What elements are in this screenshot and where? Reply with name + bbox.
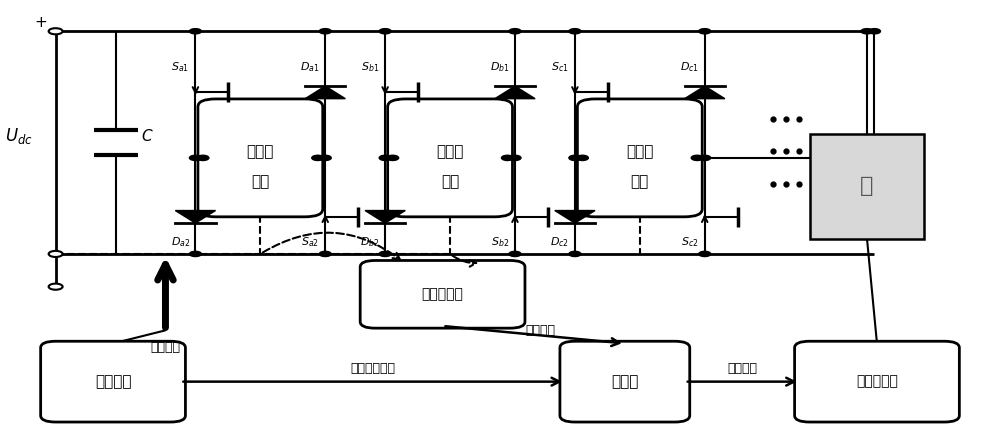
Circle shape xyxy=(699,155,711,160)
Text: 变绕组: 变绕组 xyxy=(626,144,653,159)
Text: $S_{a2}$: $S_{a2}$ xyxy=(301,236,319,250)
FancyBboxPatch shape xyxy=(360,261,525,328)
Polygon shape xyxy=(685,86,725,99)
Text: $D_{c2}$: $D_{c2}$ xyxy=(550,236,569,250)
Text: $D_{b1}$: $D_{b1}$ xyxy=(490,60,510,74)
Polygon shape xyxy=(175,211,216,223)
FancyBboxPatch shape xyxy=(41,341,185,422)
Text: $S_{a1}$: $S_{a1}$ xyxy=(171,60,189,74)
Circle shape xyxy=(501,155,513,160)
Text: $S_{c2}$: $S_{c2}$ xyxy=(681,236,698,250)
Circle shape xyxy=(319,251,331,257)
Circle shape xyxy=(197,155,209,160)
Text: 控制器: 控制器 xyxy=(611,374,639,389)
Circle shape xyxy=(691,155,703,160)
Text: $S_{b1}$: $S_{b1}$ xyxy=(361,60,379,74)
Circle shape xyxy=(868,28,880,34)
Circle shape xyxy=(387,155,399,160)
Text: $D_{a1}$: $D_{a1}$ xyxy=(300,60,320,74)
Text: $S_{b2}$: $S_{b2}$ xyxy=(491,236,509,250)
FancyBboxPatch shape xyxy=(560,341,690,422)
Circle shape xyxy=(699,28,711,34)
Circle shape xyxy=(49,28,63,34)
Circle shape xyxy=(509,155,521,160)
Circle shape xyxy=(189,155,201,160)
Circle shape xyxy=(379,155,391,160)
FancyBboxPatch shape xyxy=(388,99,512,217)
Text: $S_{c1}$: $S_{c1}$ xyxy=(551,60,569,74)
Circle shape xyxy=(569,251,581,257)
Circle shape xyxy=(189,28,201,34)
Text: +: + xyxy=(34,15,47,30)
Polygon shape xyxy=(305,86,345,99)
Polygon shape xyxy=(555,211,595,223)
Bar xyxy=(810,134,924,239)
Polygon shape xyxy=(495,86,535,99)
Text: 位置信号: 位置信号 xyxy=(727,362,757,375)
FancyBboxPatch shape xyxy=(198,99,323,217)
Text: $U_{dc}$: $U_{dc}$ xyxy=(5,126,33,146)
Circle shape xyxy=(312,155,324,160)
Circle shape xyxy=(509,28,521,34)
Text: $C$: $C$ xyxy=(141,128,154,144)
FancyBboxPatch shape xyxy=(577,99,702,217)
Text: $D_{b2}$: $D_{b2}$ xyxy=(360,236,380,250)
Text: 驱动模块: 驱动模块 xyxy=(95,374,131,389)
Circle shape xyxy=(576,155,588,160)
Circle shape xyxy=(49,251,63,257)
Text: 模块: 模块 xyxy=(251,174,269,189)
Circle shape xyxy=(189,251,201,257)
Text: 模块: 模块 xyxy=(631,174,649,189)
Circle shape xyxy=(699,251,711,257)
Text: $D_{a2}$: $D_{a2}$ xyxy=(171,236,190,250)
Text: 变绕组: 变绕组 xyxy=(436,144,464,159)
Circle shape xyxy=(861,28,873,34)
Circle shape xyxy=(319,155,331,160)
Polygon shape xyxy=(365,211,405,223)
Text: 驱动信号: 驱动信号 xyxy=(150,341,180,354)
Circle shape xyxy=(569,155,581,160)
Text: $D_{c1}$: $D_{c1}$ xyxy=(680,60,699,74)
Circle shape xyxy=(379,28,391,34)
Circle shape xyxy=(569,28,581,34)
Text: 🔄: 🔄 xyxy=(860,176,874,196)
Circle shape xyxy=(49,284,63,290)
Circle shape xyxy=(509,251,521,257)
Text: 驱动控制信号: 驱动控制信号 xyxy=(350,362,395,375)
Text: 电流传感器: 电流传感器 xyxy=(422,287,464,301)
Circle shape xyxy=(379,251,391,257)
Text: 电流信号: 电流信号 xyxy=(525,324,555,337)
Circle shape xyxy=(319,28,331,34)
FancyBboxPatch shape xyxy=(795,341,959,422)
Text: 模块: 模块 xyxy=(441,174,459,189)
Text: 位置传感器: 位置传感器 xyxy=(856,374,898,389)
Text: 变绕组: 变绕组 xyxy=(247,144,274,159)
